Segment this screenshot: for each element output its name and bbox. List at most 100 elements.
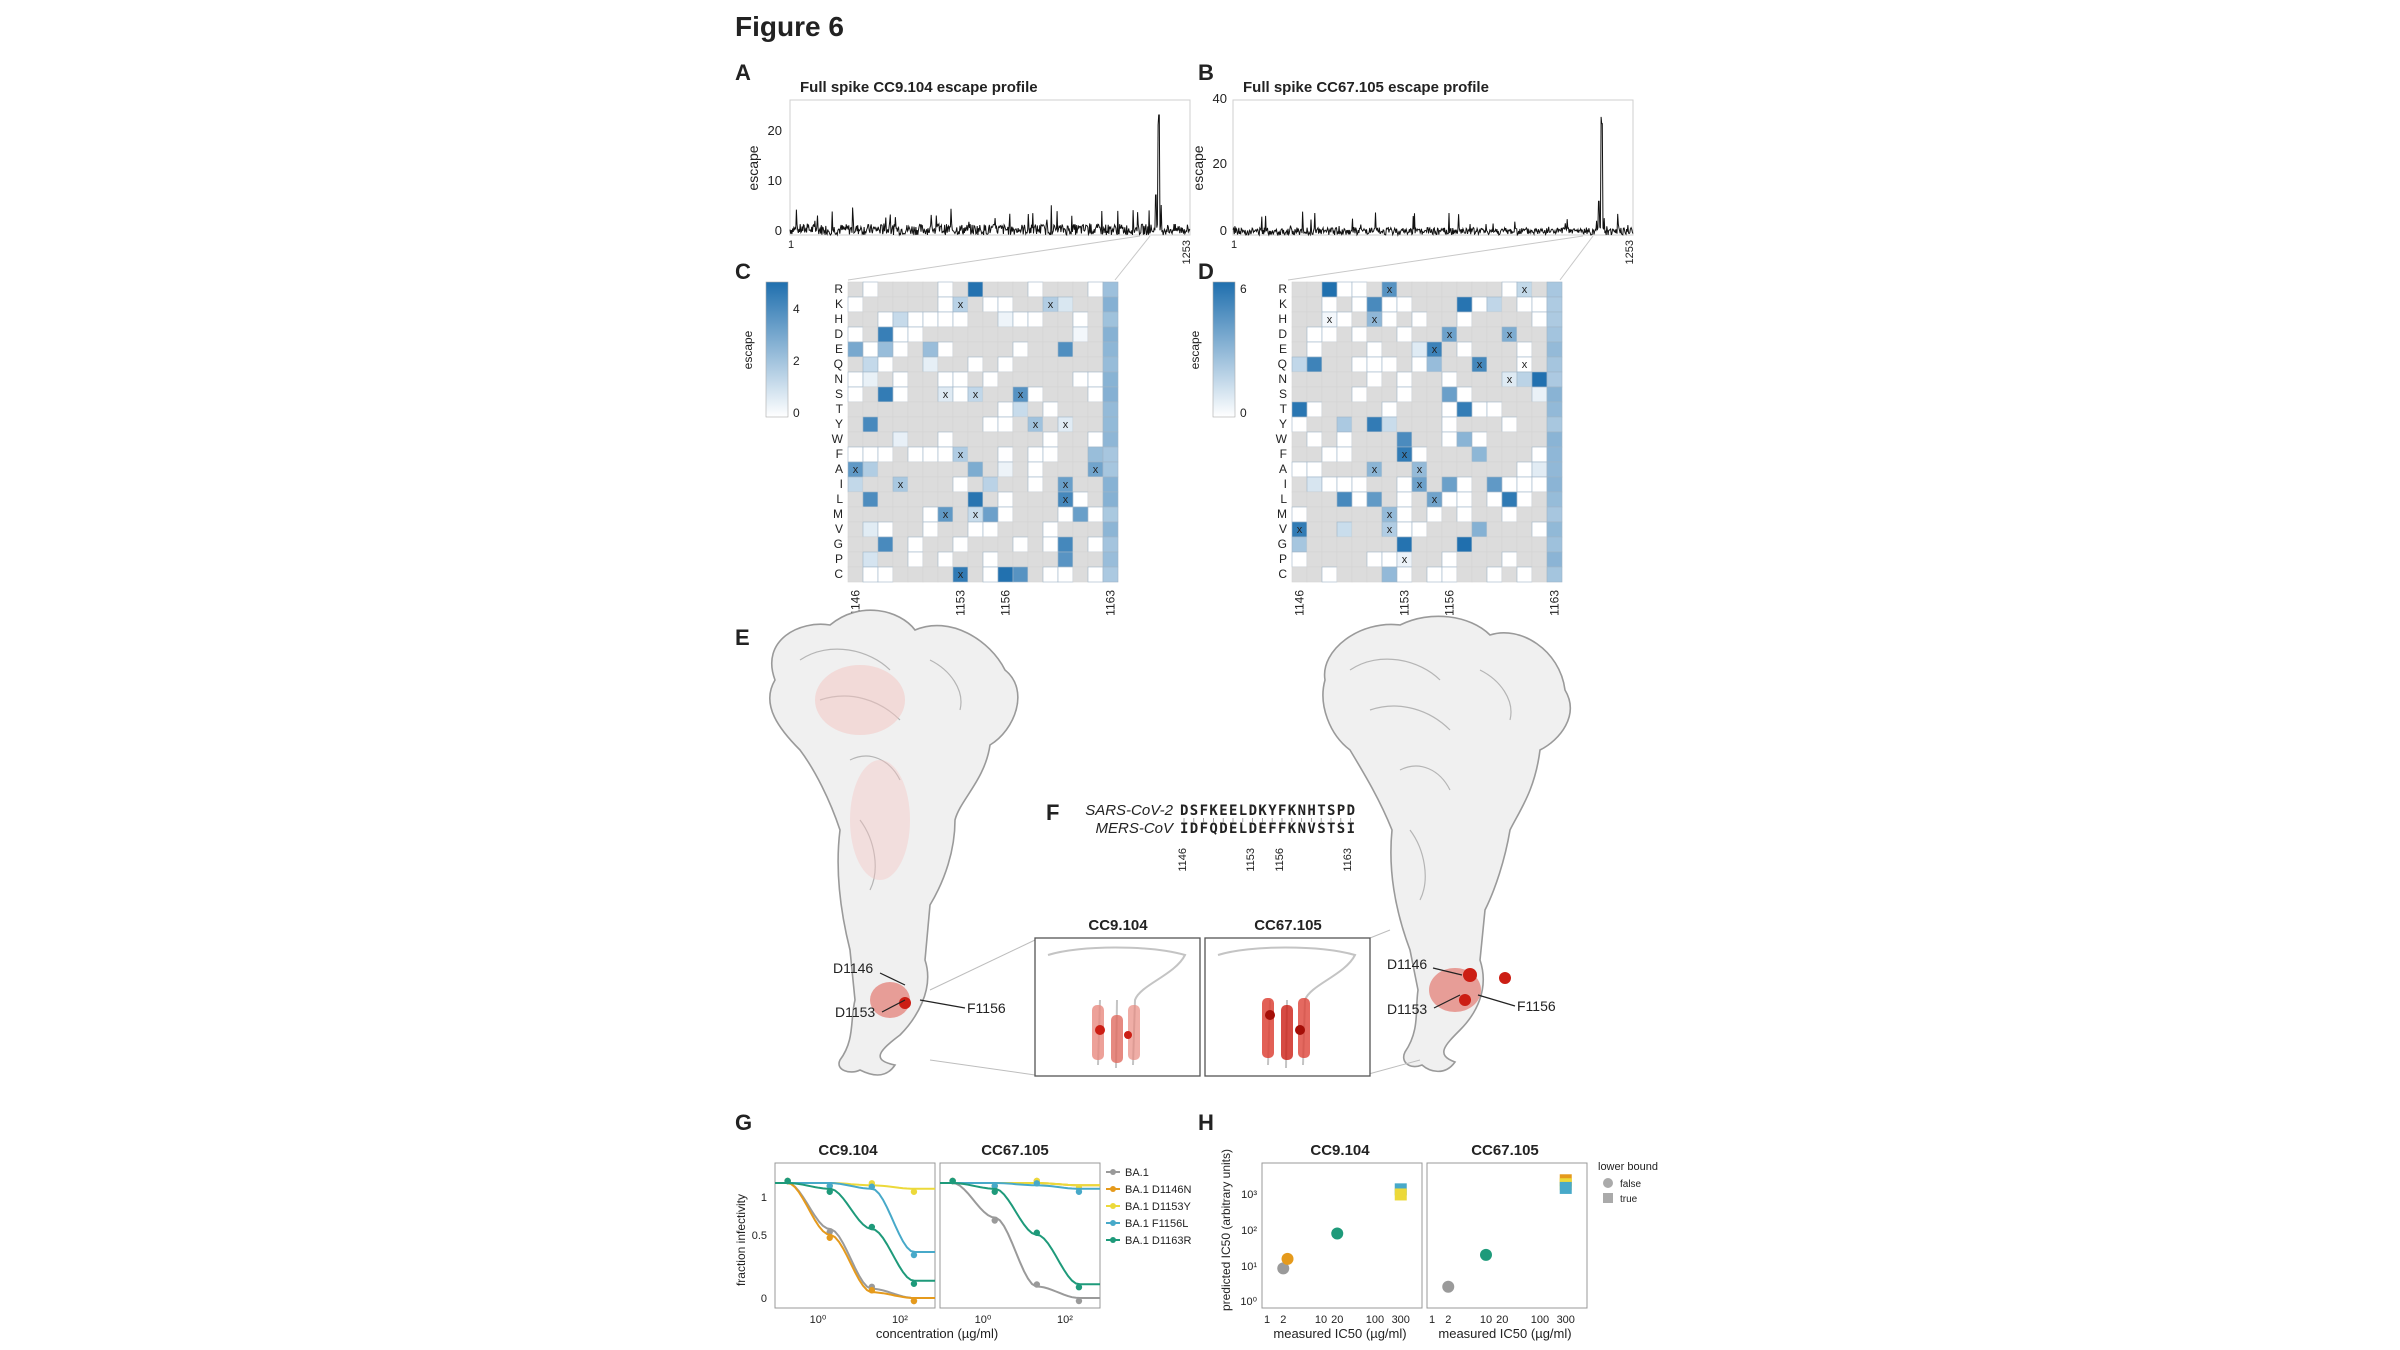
label-left-f1156: F1156: [967, 1000, 1006, 1016]
heatmap-cell: [847, 401, 864, 418]
heatmap-cell: [847, 536, 864, 553]
heatmap-cell: [847, 476, 864, 493]
inset1-helix-b: [1111, 1015, 1123, 1063]
panel-b-ylabel: escape: [1190, 145, 1206, 190]
heatmap-cell: [1396, 371, 1413, 388]
heatmap-cell: [982, 296, 999, 313]
seq1-residue: D: [1180, 803, 1188, 819]
heatmap-cell: [1531, 461, 1548, 478]
heatmap-cell: [1546, 461, 1563, 478]
heatmap-cell: [1057, 446, 1074, 463]
heatmap-cell: [1102, 521, 1119, 538]
heatmap-cell: [922, 416, 939, 433]
aa-label: Q: [1278, 357, 1287, 371]
aa-label: Y: [835, 417, 843, 431]
heatmap-cell: [982, 341, 999, 358]
heatmap-cell: [1102, 551, 1119, 568]
heatmap-cell: [1501, 296, 1518, 313]
heatmap-cell: [1486, 446, 1503, 463]
heatmap-cell: [1336, 491, 1353, 508]
heatmap-cell: [952, 311, 969, 328]
heatmap-cell: [1426, 446, 1443, 463]
heatmap-cell: [922, 536, 939, 553]
heatmap-cell: [877, 476, 894, 493]
heatmap-cell: [1516, 311, 1533, 328]
zoom-line-a-left: [847, 235, 1141, 281]
aa-label: F: [836, 447, 843, 461]
heatmap-cell: [937, 311, 954, 328]
neut-point: [1033, 1281, 1041, 1288]
heatmap-cell: [1456, 371, 1473, 388]
heatmap-cell: [922, 386, 939, 403]
heatmap-cell: [847, 311, 864, 328]
heatmap-cell: [1336, 296, 1353, 313]
heatmap-cell: [1396, 386, 1413, 403]
heatmap-cell: [1072, 311, 1089, 328]
heatmap-xtick: 1153: [954, 590, 968, 616]
heatmap-cell: [1516, 326, 1533, 343]
heatmap-cell: [1351, 296, 1368, 313]
heatmap-cell: [1291, 551, 1308, 568]
zoom-line-a-right: [1114, 235, 1151, 281]
heatmap-cell: [967, 371, 984, 388]
heatmap-cell: [1411, 341, 1428, 358]
heatmap-cell: [1102, 536, 1119, 553]
heatmap-cell: [1102, 341, 1119, 358]
heatmap-cell: [1501, 476, 1518, 493]
heatmap-cell: [1027, 281, 1044, 298]
heatmap-cell: [877, 506, 894, 523]
heatmap-cell: [1516, 296, 1533, 313]
heatmap-cell: [1336, 356, 1353, 373]
legend-label: BA.1 D1153Y: [1125, 1201, 1192, 1213]
legend-label: BA.1 D1163R: [1125, 1235, 1192, 1247]
heatmap-cell: [922, 431, 939, 448]
heatmap-cell: [907, 446, 924, 463]
heatmap-cell: [1381, 296, 1398, 313]
heatmap-cell: [1321, 491, 1338, 508]
panel-g-frame-2: [939, 1162, 1101, 1309]
heatmap-cell: [1351, 281, 1368, 298]
heatmap-cell: [997, 341, 1014, 358]
heatmap-cell: [1072, 566, 1089, 583]
heatmap-cell: [1411, 311, 1428, 328]
heatmap-cell: [1381, 341, 1398, 358]
heatmap-cell: [967, 491, 984, 508]
heatmap-cell: [1042, 356, 1059, 373]
heatmap-cell: [1057, 311, 1074, 328]
heatmap-cell: [1057, 461, 1074, 478]
heatmap-cell: [1516, 521, 1533, 538]
heatmap-cell: [1087, 296, 1104, 313]
aa-label: N: [834, 372, 843, 386]
heatmap-cell: [1027, 461, 1044, 478]
heatmap-cell: [1042, 551, 1059, 568]
heatmap-cell: [1456, 386, 1473, 403]
seq1-residue: T: [1317, 803, 1325, 819]
heatmap-cell: [1426, 521, 1443, 538]
heatmap-cell: [937, 341, 954, 358]
heatmap-cell: [967, 326, 984, 343]
wildtype-marker: x: [1387, 524, 1393, 536]
heatmap-cell: [1531, 476, 1548, 493]
heatmap-cell: [1351, 401, 1368, 418]
heatmap-cell: [967, 431, 984, 448]
heatmap-cell: [937, 521, 954, 538]
h-xtick: 2: [1280, 1314, 1286, 1326]
neut-point: [784, 1177, 791, 1185]
heatmap-cell: [1072, 446, 1089, 463]
heatmap-cell: [922, 521, 939, 538]
heatmap-cell: [1087, 386, 1104, 403]
heatmap-cell: [1456, 491, 1473, 508]
seq1-residue: H: [1307, 803, 1315, 819]
panel-a-xstart: 1: [788, 239, 794, 251]
heatmap-cell: [1471, 371, 1488, 388]
heatmap-cell: [1471, 476, 1488, 493]
panel-letter-d: D: [1198, 259, 1214, 284]
heatmap-cell: [1441, 386, 1458, 403]
heatmap-cell: [877, 401, 894, 418]
heatmap-cell: [937, 536, 954, 553]
heatmap-cell: [1501, 431, 1518, 448]
seq1-residue: S: [1327, 803, 1335, 819]
panel-h-ytick-1: 10¹: [1241, 1261, 1257, 1273]
heatmap-cell: [1381, 491, 1398, 508]
seq1-residue: N: [1298, 803, 1306, 819]
